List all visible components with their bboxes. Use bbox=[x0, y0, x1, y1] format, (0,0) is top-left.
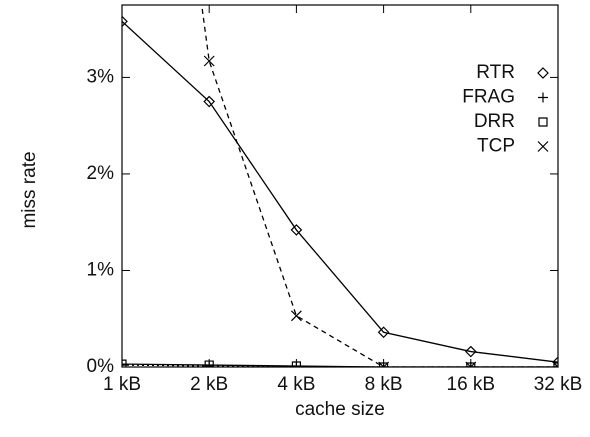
series-line bbox=[201, 5, 558, 367]
marker bbox=[466, 362, 476, 367]
legend-label: FRAG bbox=[462, 87, 515, 108]
legend-label: TCP bbox=[477, 136, 515, 157]
x-tick-label: 8 kB bbox=[365, 374, 403, 395]
series-line bbox=[122, 20, 558, 363]
marker bbox=[552, 361, 558, 367]
x-tick-label: 1 kB bbox=[103, 374, 141, 395]
plot-frame bbox=[121, 4, 559, 368]
marker bbox=[378, 361, 390, 367]
marker bbox=[465, 361, 477, 367]
marker bbox=[204, 360, 214, 367]
marker bbox=[122, 359, 127, 367]
marker bbox=[464, 345, 477, 358]
y-tick-label: 0% bbox=[87, 356, 115, 377]
marker bbox=[290, 310, 302, 322]
legend-label: DRR bbox=[474, 111, 515, 132]
legend-marker bbox=[538, 117, 548, 127]
x-axis-label: cache size bbox=[295, 399, 385, 420]
x-tick-label: 2 kB bbox=[190, 374, 228, 395]
legend-marker bbox=[537, 141, 549, 152]
y-tick-label: 2% bbox=[87, 163, 115, 184]
marker bbox=[203, 95, 216, 108]
marker bbox=[552, 356, 558, 367]
x-tick-label: 16 kB bbox=[447, 374, 496, 395]
series-line bbox=[122, 363, 558, 367]
x-tick-label: 4 kB bbox=[277, 374, 315, 395]
marker bbox=[377, 326, 390, 339]
marker bbox=[122, 15, 128, 28]
y-tick-label: 3% bbox=[87, 66, 115, 87]
legend-label: RTR bbox=[476, 62, 515, 83]
y-axis-label: miss rate bbox=[19, 151, 40, 228]
marker bbox=[203, 55, 215, 67]
legend-marker bbox=[537, 67, 549, 79]
marker bbox=[291, 361, 301, 367]
marker bbox=[379, 362, 389, 367]
plot-area bbox=[122, 5, 558, 367]
x-tick-label: 32 kB bbox=[534, 374, 583, 395]
y-tick-label: 1% bbox=[87, 259, 115, 280]
legend-marker bbox=[538, 92, 548, 103]
marker bbox=[290, 224, 303, 236]
marker bbox=[122, 360, 127, 367]
